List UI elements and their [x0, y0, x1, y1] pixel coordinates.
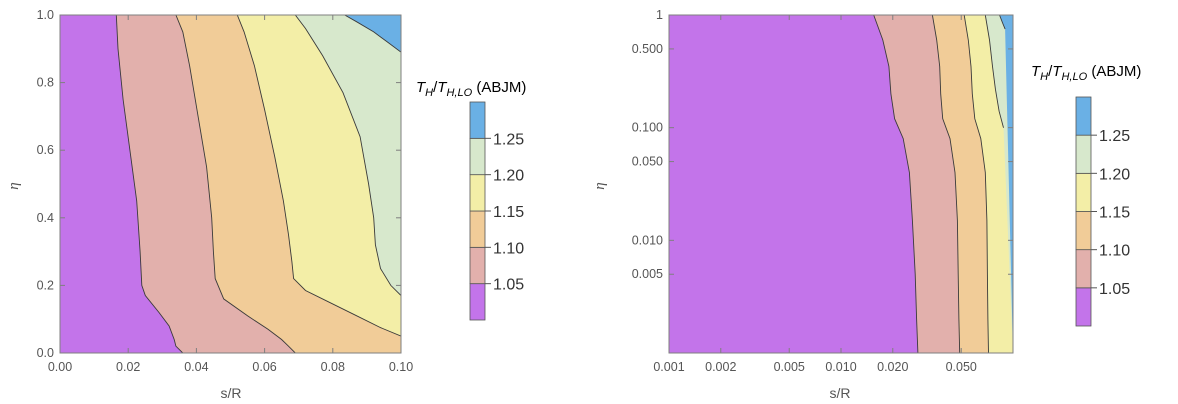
y-tick-label: 0.8: [37, 76, 54, 90]
colorbar: 1.05 1.10 1.15 1.20 1.25: [1075, 96, 1130, 327]
colorbar-label: 1.20: [1099, 166, 1130, 183]
colorbar-swatch: [469, 101, 486, 139]
contour-line: [963, 15, 989, 353]
contour-line: [115, 15, 184, 353]
contour-line: [999, 15, 1006, 30]
y-axis-label: η: [6, 182, 22, 189]
colorbar-title: TH/TH,LO (ABJM): [416, 79, 526, 99]
colorbar-label: 1.20: [493, 168, 524, 185]
y-tick-label: 0.050: [632, 155, 663, 169]
contour-line: [236, 15, 401, 337]
contour-region: [60, 15, 183, 353]
contour-line: [931, 15, 961, 353]
contour-plot-linear: 0.00 0.02 0.04 0.06 0.08 0.10 0.0 0.2 0.4 0.6 0.8 1…: [6, 8, 413, 401]
x-tick-label: 0.002: [705, 360, 736, 374]
colorbar-swatch: [1075, 211, 1092, 251]
contour-plot-log: 0.001 0.002 0.005 0.010 0.020 0.050 1 0.500 0.10…: [592, 8, 1014, 401]
x-tick-label: 0.06: [252, 360, 276, 374]
colorbar-swatch: [1075, 134, 1092, 174]
colorbar-label: 1.25: [1099, 128, 1130, 145]
contour-region: [669, 15, 918, 353]
x-tick-label: 0.005: [774, 360, 805, 374]
colorbar-title: TH/TH,LO (ABJM): [1031, 63, 1141, 83]
colorbar: 1.05 1.10 1.15 1.20 1.25: [469, 101, 524, 321]
contour-line: [984, 15, 1004, 128]
y-tick-label: 0.4: [37, 211, 54, 225]
y-tick-label: 0.010: [632, 233, 663, 247]
x-tick-label: 0.010: [825, 360, 856, 374]
contour-line: [294, 15, 401, 296]
y-tick-label: 1: [656, 8, 663, 22]
y-tick-label: 0.0: [37, 346, 54, 360]
colorbar-swatch: [1075, 249, 1092, 289]
y-axis-label: η: [592, 182, 608, 189]
x-tick-label: 0.020: [877, 360, 908, 374]
colorbar-swatch: [469, 174, 486, 212]
colorbar-label: 1.05: [1099, 281, 1130, 298]
colorbar-label: 1.15: [493, 204, 524, 221]
plot-frame: [59, 14, 402, 354]
colorbar-label: 1.25: [493, 131, 524, 148]
colorbar-swatch: [1075, 96, 1092, 136]
colorbar-swatch: [469, 210, 486, 248]
contour-line: [344, 15, 401, 53]
y-tick-label: 0.6: [37, 143, 54, 157]
y-tick-label: 0.005: [632, 267, 663, 281]
colorbar-label: 1.05: [493, 277, 524, 294]
x-tick-label: 0.00: [48, 360, 72, 374]
x-tick-label: 0.10: [389, 360, 413, 374]
colorbar-swatch: [1075, 287, 1092, 327]
y-tick-label: 1.0: [37, 8, 54, 22]
colorbar-swatch: [469, 283, 486, 321]
y-tick-label: 0.100: [632, 121, 663, 135]
colorbar-label: 1.10: [493, 240, 524, 257]
x-axis-label: s/R: [830, 385, 851, 401]
x-tick-label: 0.02: [116, 360, 140, 374]
colorbar-swatch: [469, 246, 486, 285]
y-tick-label: 0.2: [37, 278, 54, 292]
contour-line: [175, 15, 296, 353]
colorbar-swatch: [469, 137, 486, 176]
x-tick-label: 0.04: [184, 360, 208, 374]
y-tick-label: 0.500: [632, 42, 663, 56]
x-tick-label: 0.001: [653, 360, 684, 374]
x-tick-label: 0.08: [321, 360, 345, 374]
x-axis-label: s/R: [221, 385, 242, 401]
colorbar-label: 1.15: [1099, 205, 1130, 222]
x-tick-label: 0.050: [946, 360, 977, 374]
colorbar-swatch: [1075, 172, 1092, 212]
contour-line: [873, 15, 919, 353]
colorbar-label: 1.10: [1099, 243, 1130, 260]
